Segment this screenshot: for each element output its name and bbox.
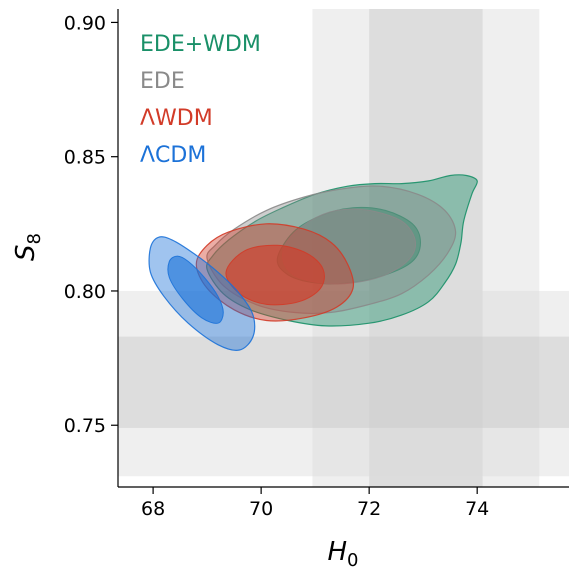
- measurement-bands: [118, 9, 569, 487]
- contour-68-lambda-wdm: [225, 244, 325, 306]
- series-lambda-wdm: [195, 223, 355, 322]
- horizontal-band-2: [118, 290, 569, 477]
- y-tick-label-1: 0.80: [64, 281, 106, 303]
- y-tick-label-3: 0.90: [64, 12, 106, 34]
- x-tick-label-2: 72: [357, 498, 381, 520]
- legend-entry-ede: EDE: [140, 69, 185, 94]
- contour-68-lambda-cdm: [167, 255, 224, 324]
- axis-ticks: 68 70 72 74 0.75 0.80 0.85 0.90: [64, 12, 490, 520]
- y-axis-label-main: S: [11, 244, 41, 261]
- y-axis-label: S8: [11, 233, 45, 261]
- x-axis-label: H0: [327, 537, 358, 568]
- axes-frame: [117, 9, 569, 488]
- posterior-contours: [148, 174, 478, 351]
- x-axis-label-main: H: [327, 537, 347, 567]
- x-tick-label-1: 70: [249, 498, 273, 520]
- legend-entry-ede-wdm: EDE+WDM: [140, 32, 261, 57]
- x-tick-label-0: 68: [141, 498, 165, 520]
- x-tick-label-3: 74: [465, 498, 489, 520]
- y-axis-label-sub: 8: [24, 233, 45, 244]
- y-tick-label-0: 0.75: [64, 415, 106, 437]
- y-tick-label-2: 0.85: [64, 147, 106, 169]
- legend-entry-lambda-wdm: ΛWDM: [140, 106, 213, 131]
- legend: EDE+WDM EDE ΛWDM ΛCDM: [140, 32, 261, 168]
- horizontal-band-3: [118, 336, 569, 428]
- legend-entry-lambda-cdm: ΛCDM: [140, 143, 206, 168]
- x-axis-label-sub: 0: [347, 550, 358, 568]
- series-lambda-cdm: [148, 236, 256, 351]
